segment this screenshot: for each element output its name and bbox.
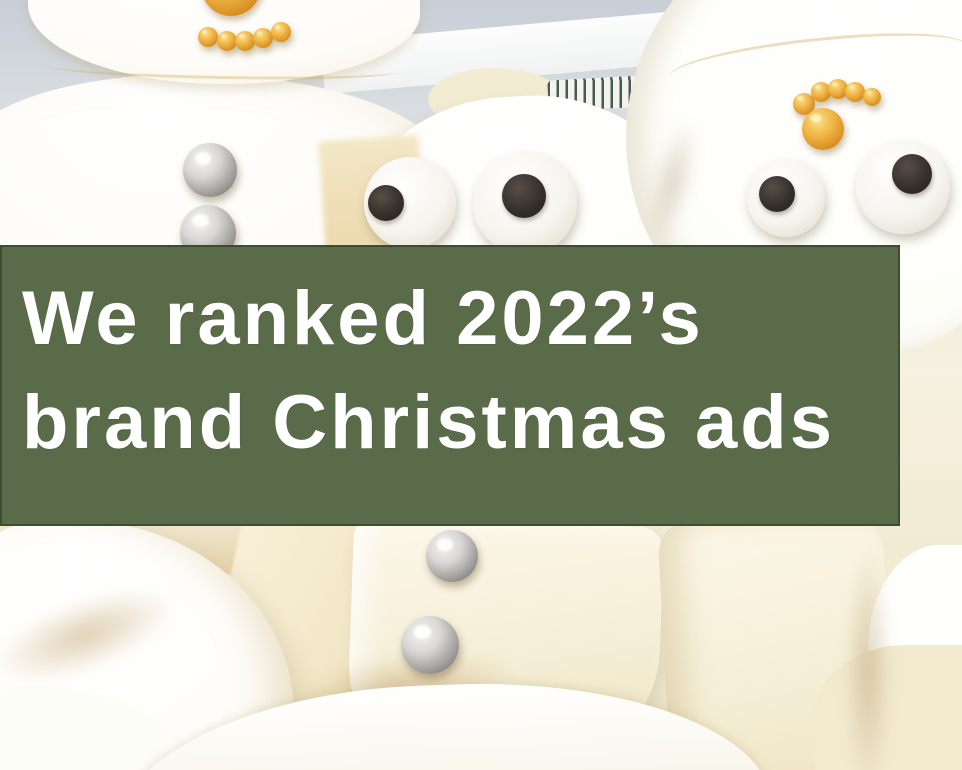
headline-line-1: We ranked 2022’s [22, 276, 704, 361]
gold-pearl [235, 31, 255, 51]
marshmallow-blob [815, 645, 962, 770]
shadow-streak [845, 545, 891, 770]
silver-button [426, 530, 478, 582]
eye-pupil [502, 174, 546, 218]
gold-pearl [845, 82, 865, 102]
gold-pearl [793, 93, 815, 115]
gold-pearl [217, 31, 237, 51]
eye-pupil [759, 176, 795, 212]
headline-line-2: brand Christmas ads [22, 380, 835, 465]
silver-button [401, 616, 459, 674]
gold-pearl [271, 22, 291, 42]
gold-pearl [863, 88, 881, 106]
eye-pupil [892, 154, 932, 194]
gold-nose-ball [802, 108, 844, 150]
gold-pearl [828, 79, 848, 99]
gold-pearl [198, 27, 218, 47]
headline-banner: We ranked 2022’s brand Christmas ads [0, 245, 900, 526]
silver-button [183, 143, 237, 197]
gold-pearl [811, 82, 831, 102]
eye-pupil [368, 185, 404, 221]
gold-pearl [253, 28, 273, 48]
